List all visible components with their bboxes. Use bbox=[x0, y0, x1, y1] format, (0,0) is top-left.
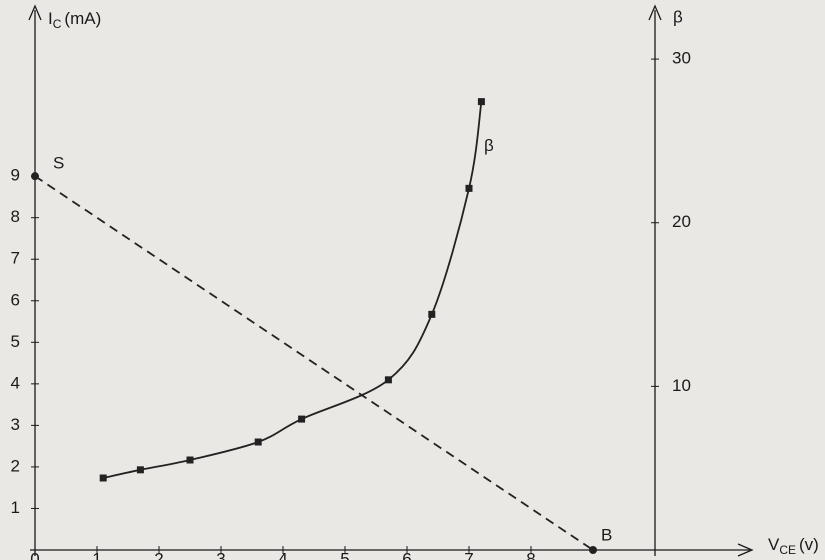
beta-point bbox=[428, 310, 436, 318]
beta-point bbox=[99, 474, 107, 482]
series-label: B bbox=[601, 525, 612, 544]
end-point bbox=[31, 172, 39, 181]
x-tick-label: 8 bbox=[526, 549, 535, 560]
y-tick-label: 4 bbox=[11, 373, 20, 392]
load-line bbox=[34, 175, 594, 551]
x-arrow bbox=[737, 543, 754, 557]
y-tick-label: 9 bbox=[11, 166, 20, 185]
y-tick-label: 8 bbox=[11, 207, 20, 226]
end-point bbox=[589, 546, 597, 554]
beta-point bbox=[465, 184, 473, 192]
series-label: β bbox=[484, 136, 494, 155]
y-tick-label: 2 bbox=[11, 456, 20, 475]
x-tick-label: 6 bbox=[402, 549, 411, 560]
y-tick-label: 7 bbox=[11, 249, 20, 268]
y-tick-label: 1 bbox=[11, 498, 20, 517]
y-arrow bbox=[28, 4, 42, 21]
x-tick-label: 3 bbox=[216, 549, 225, 560]
x-sub: CE bbox=[779, 543, 796, 557]
y2-arrow bbox=[648, 4, 662, 21]
series-label: S bbox=[53, 154, 64, 173]
y-unit: (mA) bbox=[64, 9, 101, 28]
y2-tick-label: 30 bbox=[672, 49, 691, 68]
beta-point bbox=[384, 376, 392, 384]
x-tick-label: 1 bbox=[92, 549, 101, 560]
x-tick-label: 5 bbox=[340, 549, 349, 560]
beta-curve bbox=[103, 101, 483, 479]
y-tick-label: 3 bbox=[11, 415, 20, 434]
beta-point bbox=[298, 415, 306, 423]
beta-point bbox=[136, 466, 144, 474]
x-unit: (v) bbox=[799, 535, 819, 554]
beta-point bbox=[254, 438, 262, 446]
beta-point bbox=[477, 98, 485, 106]
y-tick-label: 6 bbox=[11, 290, 20, 309]
x-axis-label: VCE (v) bbox=[768, 535, 819, 557]
x-tick-label: 4 bbox=[278, 549, 287, 560]
y2-tick-label: 20 bbox=[672, 212, 691, 231]
x-tick-label: 2 bbox=[154, 549, 163, 560]
x-tick-label: 7 bbox=[464, 549, 473, 560]
y2-axis-label: β bbox=[673, 7, 683, 26]
y2-tick-label: 10 bbox=[672, 376, 691, 395]
y-tick-label: 5 bbox=[11, 332, 20, 351]
beta-point bbox=[186, 456, 194, 464]
x-symbol: V bbox=[768, 535, 780, 554]
y-axis-label: IC (mA) bbox=[48, 9, 101, 31]
y-sub: C bbox=[53, 17, 62, 31]
y-symbol: I bbox=[48, 9, 53, 28]
x-tick-label: 0 bbox=[30, 549, 39, 560]
